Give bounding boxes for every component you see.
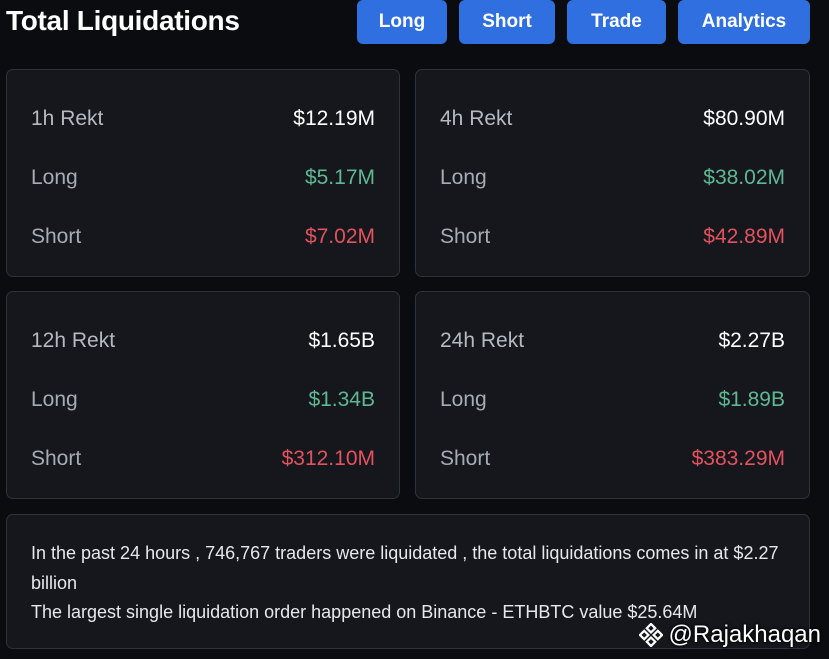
total-value: $80.90M — [703, 107, 785, 130]
page-title: Total Liquidations — [6, 5, 240, 36]
period-label: 1h Rekt — [31, 107, 104, 130]
card-header-row: 12h Rekt $1.65B — [31, 326, 375, 356]
total-value: $12.19M — [293, 107, 375, 130]
long-label: Long — [440, 388, 487, 411]
short-label: Short — [31, 225, 82, 248]
summary-box: In the past 24 hours , 746,767 traders w… — [6, 514, 810, 649]
period-label: 12h Rekt — [31, 329, 116, 352]
short-value: $7.02M — [304, 225, 375, 248]
long-value: $38.02M — [703, 166, 785, 189]
total-value: $2.27B — [718, 329, 785, 352]
short-value: $312.10M — [281, 447, 375, 470]
short-row: Short $312.10M — [31, 444, 375, 474]
summary-line-largest: The largest single liquidation order hap… — [31, 602, 698, 622]
period-label: 24h Rekt — [440, 329, 525, 352]
short-label: Short — [440, 225, 491, 248]
card-header-row: 1h Rekt $12.19M — [31, 104, 375, 134]
long-value: $1.89B — [718, 388, 785, 411]
card-12h-rekt: 12h Rekt $1.65B Long $1.34B Short $312.1… — [6, 291, 400, 499]
tab-analytics[interactable]: Analytics — [678, 0, 810, 44]
long-label: Long — [31, 388, 78, 411]
long-label: Long — [440, 166, 487, 189]
card-header-row: 4h Rekt $80.90M — [440, 104, 785, 134]
tab-trade[interactable]: Trade — [567, 0, 666, 44]
short-label: Short — [31, 447, 82, 470]
long-row: Long $38.02M — [440, 163, 785, 193]
short-row: Short $383.29M — [440, 444, 785, 474]
summary-line-total: In the past 24 hours , 746,767 traders w… — [31, 543, 779, 593]
watermark-handle: @Rajakhaqan — [668, 621, 821, 648]
short-row: Short $7.02M — [31, 222, 375, 252]
long-row: Long $1.89B — [440, 385, 785, 415]
long-value: $5.17M — [304, 166, 375, 189]
tab-long[interactable]: Long — [357, 0, 447, 44]
card-24h-rekt: 24h Rekt $2.27B Long $1.89B Short $383.2… — [415, 291, 810, 499]
card-4h-rekt: 4h Rekt $80.90M Long $38.02M Short $42.8… — [415, 69, 810, 277]
long-row: Long $5.17M — [31, 163, 375, 193]
total-value: $1.65B — [308, 329, 375, 352]
period-label: 4h Rekt — [440, 107, 513, 130]
short-value: $383.29M — [691, 447, 785, 470]
binance-logo-icon — [638, 623, 663, 647]
tab-short[interactable]: Short — [459, 0, 555, 44]
card-header-row: 24h Rekt $2.27B — [440, 326, 785, 356]
long-value: $1.34B — [308, 388, 375, 411]
long-row: Long $1.34B — [31, 385, 375, 415]
long-label: Long — [31, 166, 78, 189]
watermark: @Rajakhaqan — [638, 621, 821, 649]
short-row: Short $42.89M — [440, 222, 785, 252]
short-label: Short — [440, 447, 491, 470]
short-value: $42.89M — [703, 225, 785, 248]
card-1h-rekt: 1h Rekt $12.19M Long $5.17M Short $7.02M — [6, 69, 400, 277]
